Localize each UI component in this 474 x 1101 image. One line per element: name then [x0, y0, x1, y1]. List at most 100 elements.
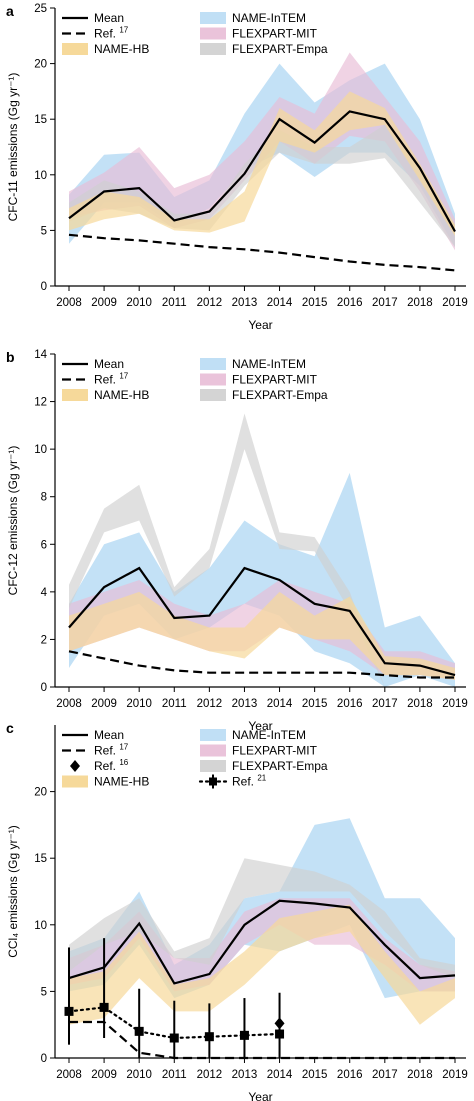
x-axis-title: Year — [248, 318, 272, 332]
ref-line — [68, 233, 456, 272]
x-tick-label: 2014 — [267, 297, 293, 309]
x-tick-label: 2018 — [407, 698, 433, 710]
x-tick-label: 2016 — [337, 1069, 363, 1081]
x-tick-label: 2019 — [442, 1069, 468, 1081]
legend-ref21: Ref. 21 — [232, 774, 267, 789]
x-tick-label: 2010 — [126, 1069, 152, 1081]
x-tick-label: 2015 — [302, 698, 328, 710]
x-tick-label: 2017 — [372, 297, 398, 309]
y-tick-label: 5 — [41, 986, 47, 998]
panel-letter: b — [6, 349, 15, 365]
y-tick-label: 20 — [34, 59, 47, 71]
x-tick-label: 2008 — [56, 698, 82, 710]
legend-name-hb-swatch — [62, 775, 88, 788]
legend-flexpart-mit-label: FLEXPART-MIT — [232, 373, 318, 387]
y-tick-label: 25 — [34, 3, 47, 15]
legend-ref16-label: Ref. — [94, 759, 119, 773]
legend-ref-label: Ref. — [94, 373, 119, 387]
legend-flexpart-empa-label: FLEXPART-Empa — [232, 388, 328, 402]
y-tick-label: 0 — [41, 281, 47, 293]
ref21-point — [134, 1026, 144, 1036]
legend-mean-label: Mean — [94, 11, 124, 25]
legend-name-intem-label: NAME-InTEM — [232, 11, 306, 25]
x-tick-label: 2017 — [372, 698, 398, 710]
x-tick-label: 2012 — [197, 698, 223, 710]
x-tick-label: 2013 — [232, 297, 258, 309]
y-tick-label: 8 — [41, 492, 47, 504]
x-tick-label: 2017 — [372, 1069, 398, 1081]
y-tick-label: 10 — [34, 170, 47, 182]
ref21-point — [169, 1033, 179, 1043]
legend-name-hb-swatch — [62, 389, 88, 401]
y-axis-title: CCl₄ emissions (Gg yr⁻¹) — [6, 825, 20, 958]
legend-flexpart-empa-swatch — [200, 760, 226, 772]
x-tick-label: 2010 — [126, 297, 152, 309]
y-tick-label: 10 — [34, 920, 47, 932]
mean-line — [68, 110, 456, 233]
x-tick-label: 2011 — [162, 698, 187, 710]
x-tick-label: 2019 — [442, 698, 468, 710]
ref16-point — [274, 1017, 285, 1030]
legend-ref21-label: Ref. — [232, 775, 257, 789]
chart-panel-c: 0 5 10 15 20 2008 2009 2010 2011 2012 2013 2014 2015… — [6, 720, 468, 1101]
x-axis-title: Year — [248, 719, 272, 733]
y-axis-title: CFC-12 emissions (Gg yr⁻¹) — [6, 446, 20, 596]
y-axis-title: CFC-11 emissions (Gg yr⁻¹) — [6, 73, 20, 222]
legend-name-hb-label: NAME-HB — [94, 388, 149, 402]
legend-name-intem-swatch — [200, 12, 226, 24]
x-tick-label: 2008 — [56, 297, 82, 309]
legend-ref16-swatch — [70, 760, 80, 772]
legend-flexpart-mit-swatch — [200, 27, 226, 40]
y-tick-label: 0 — [41, 1053, 47, 1065]
ref21-point — [64, 1006, 74, 1016]
legend-name-hb-swatch — [62, 43, 88, 55]
x-tick-label: 2016 — [337, 698, 363, 710]
x-tick-label: 2019 — [442, 297, 468, 309]
legend-ref: Ref. 17 — [94, 26, 129, 41]
legend-name-intem-label: NAME-InTEM — [232, 728, 306, 742]
y-tick-label: 15 — [34, 853, 47, 865]
legend-flexpart-empa-swatch — [200, 389, 226, 401]
x-tick-label: 2015 — [302, 297, 328, 309]
x-tick-label: 2009 — [91, 698, 117, 710]
legend-flexpart-empa-label: FLEXPART-Empa — [232, 759, 328, 773]
y-tick-label: 15 — [34, 114, 47, 126]
ref21-point — [275, 1029, 285, 1039]
legend-ref-label: Ref. — [94, 27, 119, 41]
y-tick-label: 5 — [41, 225, 47, 237]
x-tick-label: 2012 — [197, 297, 223, 309]
legend-name-intem-label: NAME-InTEM — [232, 357, 306, 371]
ref21-point — [239, 1030, 249, 1040]
mean-line — [68, 899, 456, 985]
x-axis-title: Year — [248, 1090, 272, 1101]
x-tick-label: 2010 — [126, 698, 152, 710]
x-tick-label: 2014 — [267, 698, 293, 710]
x-tick-label: 2015 — [302, 1069, 328, 1081]
legend-flexpart-empa-label: FLEXPART-Empa — [232, 42, 328, 56]
ref21-point — [204, 1032, 214, 1042]
band-name-hb — [69, 91, 455, 237]
ref-line — [68, 650, 455, 679]
legend-mean-label: Mean — [94, 728, 124, 742]
y-tick-label: 20 — [34, 787, 47, 799]
legend-ref21-swatch — [209, 777, 217, 786]
x-tick-label: 2009 — [91, 1069, 117, 1081]
y-tick-label: 0 — [41, 682, 47, 694]
chart-panel-b: 0 2 4 6 8 10 12 14 2008 2009 2010 2011 2012 2013 2014 2… — [6, 349, 468, 733]
legend-ref-superscript: 17 — [119, 743, 128, 752]
band-name-hb — [69, 591, 455, 680]
x-tick-label: 2018 — [407, 1069, 433, 1081]
band-name-hb — [69, 904, 455, 1025]
legend-ref-label: Ref. — [94, 744, 119, 758]
x-tick-label: 2011 — [162, 297, 187, 309]
ref-line — [69, 1020, 455, 1060]
band-flexpart-empa — [69, 858, 455, 979]
y-tick-label: 14 — [34, 349, 47, 361]
y-tick-label: 6 — [41, 539, 47, 551]
x-tick-label: 2013 — [232, 698, 258, 710]
legend-name-intem-swatch — [200, 729, 226, 741]
chart-panel-a: 0 5 10 15 20 25 2008 2009 2010 2011 2012 2013 2014 20… — [6, 3, 468, 332]
